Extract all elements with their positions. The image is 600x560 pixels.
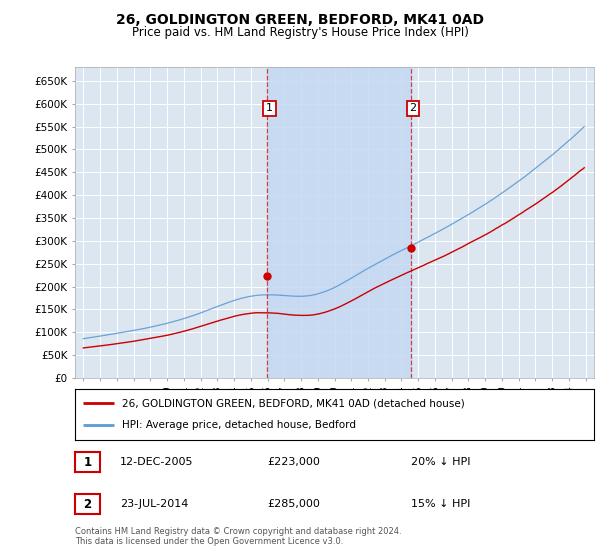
Text: 15% ↓ HPI: 15% ↓ HPI: [411, 499, 470, 509]
Text: Contains HM Land Registry data © Crown copyright and database right 2024.
This d: Contains HM Land Registry data © Crown c…: [75, 526, 401, 546]
Text: 20% ↓ HPI: 20% ↓ HPI: [411, 457, 470, 467]
Text: 12-DEC-2005: 12-DEC-2005: [120, 457, 193, 467]
Text: £285,000: £285,000: [267, 499, 320, 509]
Text: 2: 2: [83, 497, 92, 511]
Text: 26, GOLDINGTON GREEN, BEDFORD, MK41 0AD: 26, GOLDINGTON GREEN, BEDFORD, MK41 0AD: [116, 13, 484, 27]
Text: £223,000: £223,000: [267, 457, 320, 467]
Text: HPI: Average price, detached house, Bedford: HPI: Average price, detached house, Bedf…: [122, 421, 356, 431]
Text: 1: 1: [83, 455, 92, 469]
Text: 2: 2: [409, 104, 416, 113]
Text: 1: 1: [266, 104, 273, 113]
Text: 26, GOLDINGTON GREEN, BEDFORD, MK41 0AD (detached house): 26, GOLDINGTON GREEN, BEDFORD, MK41 0AD …: [122, 398, 464, 408]
Text: Price paid vs. HM Land Registry's House Price Index (HPI): Price paid vs. HM Land Registry's House …: [131, 26, 469, 39]
Text: 23-JUL-2014: 23-JUL-2014: [120, 499, 188, 509]
Bar: [267, 67, 410, 378]
